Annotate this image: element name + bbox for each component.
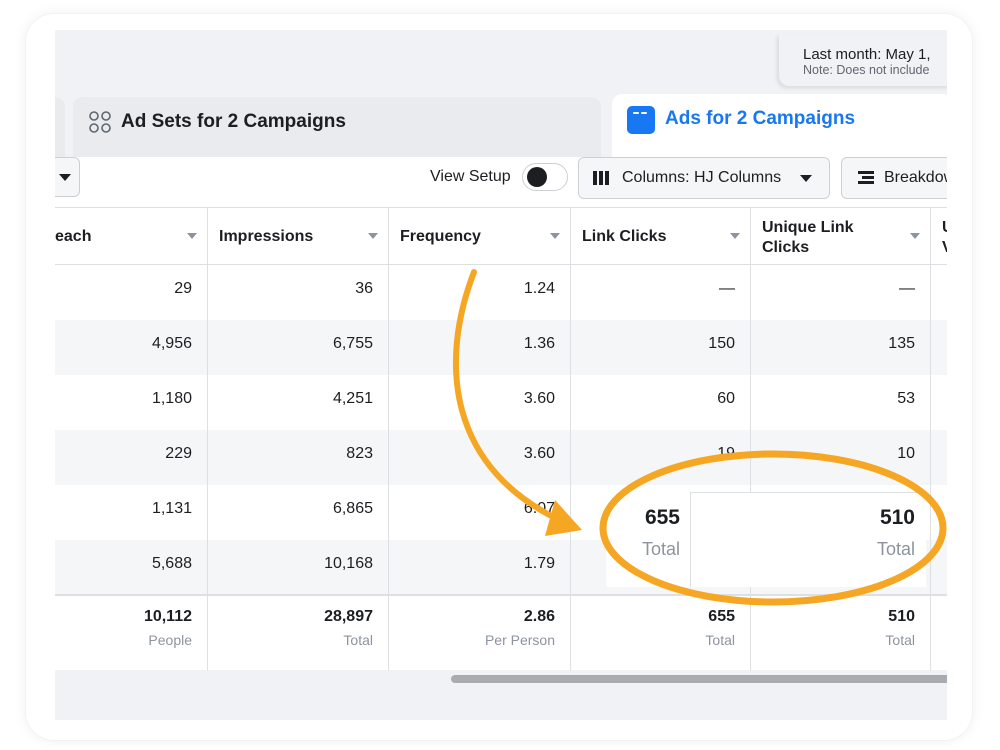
callout-unique-link-clicks-label: Total (876, 539, 915, 559)
table-row[interactable]: 4,956 6,755 1.36 150 135 (55, 320, 947, 375)
cell-impressions: 823 (346, 445, 373, 462)
column-divider (207, 208, 208, 671)
cell-frequency: 6.07 (523, 500, 555, 517)
cell-unique-link-clicks: 53 (897, 390, 915, 407)
table-row[interactable]: 5,688 10,168 1.79 (55, 540, 947, 595)
column-header-reach[interactable]: each (55, 208, 207, 265)
total-impressions-value: 28,897 (324, 608, 373, 625)
table-row[interactable]: 229 823 3.60 19 10 (55, 430, 947, 485)
column-header-frequency[interactable]: Frequency (388, 208, 570, 265)
totals-divider (55, 594, 947, 596)
view-setup-label: View Setup (430, 168, 511, 185)
total-reach-value: 10,112 (143, 608, 192, 625)
cell-frequency: 1.24 (523, 280, 555, 297)
cell-impressions: 4,251 (332, 390, 373, 407)
totals-zoom-callout: 655 Total 510 Total (606, 492, 926, 587)
column-header-label: U V (942, 218, 947, 258)
date-range-label: Last month: May 1, (803, 46, 931, 63)
column-header-label: Link Clicks (582, 228, 667, 245)
cell-frequency: 1.36 (523, 335, 555, 352)
ads-icon (627, 106, 655, 134)
cell-reach: 29 (174, 280, 192, 297)
column-header-label: Impressions (219, 228, 314, 245)
cell-reach: 1,180 (151, 390, 192, 407)
actions-dropdown[interactable] (55, 157, 80, 197)
cell-impressions: 6,865 (332, 500, 373, 517)
ad-sets-icon (89, 111, 111, 133)
table-row[interactable]: 29 36 1.24 — — (55, 265, 947, 320)
breakdown-label: Breakdow (884, 169, 947, 186)
cell-impressions: 36 (355, 280, 373, 297)
cell-reach: 4,956 (151, 335, 192, 352)
cell-reach: 5,688 (151, 555, 192, 572)
column-header-impressions[interactable]: Impressions (207, 208, 388, 265)
cell-impressions: 10,168 (324, 555, 373, 572)
cell-link-clicks: 19 (717, 445, 735, 462)
sort-caret-icon[interactable] (368, 233, 378, 239)
column-divider (750, 208, 751, 671)
tab-campaigns[interactable] (55, 97, 65, 157)
view-setup-toggle[interactable] (522, 163, 568, 191)
ads-table: each Impressions Frequency Link Clicks U… (55, 207, 947, 671)
table-row[interactable]: 1,180 4,251 3.60 60 53 (55, 375, 947, 430)
columns-label: Columns: HJ Columns (622, 169, 782, 186)
callout-link-clicks-label: Total (641, 539, 680, 559)
sort-caret-icon[interactable] (187, 233, 197, 239)
date-range-picker[interactable]: Last month: May 1, Note: Does not includ… (779, 34, 947, 86)
column-header-label: Unique Link Clicks (762, 219, 854, 256)
tab-ad-sets[interactable]: Ad Sets for 2 Campaigns (73, 97, 601, 157)
total-frequency-label: Per Person (484, 632, 555, 648)
date-range-note: Note: Does not include (803, 63, 930, 77)
sort-caret-icon[interactable] (910, 233, 920, 239)
total-link-clicks-value: 655 (708, 608, 735, 625)
tab-ads[interactable]: Ads for 2 Campaigns (612, 94, 947, 157)
column-divider (388, 208, 389, 671)
cell-unique-link-clicks: 135 (888, 335, 915, 352)
columns-icon (593, 171, 611, 185)
column-divider (930, 208, 931, 671)
sort-caret-icon[interactable] (550, 233, 560, 239)
total-impressions-label: Total (343, 632, 373, 648)
caret-down-icon (800, 175, 812, 182)
callout-border (690, 492, 926, 493)
cell-link-clicks: — (719, 280, 735, 297)
tab-ads-label: Ads for 2 Campaigns (665, 108, 856, 129)
cell-reach: 1,131 (151, 500, 192, 517)
column-header-next[interactable]: U V (930, 208, 947, 265)
cell-link-clicks: 60 (717, 390, 735, 407)
columns-button[interactable]: Columns: HJ Columns (578, 157, 830, 199)
caret-down-icon (59, 174, 71, 181)
cell-unique-link-clicks: 10 (897, 445, 915, 462)
total-unique-link-clicks-value: 510 (888, 608, 915, 625)
column-header-unique-link-clicks[interactable]: Unique Link Clicks (750, 208, 930, 265)
callout-divider (690, 492, 691, 587)
cell-frequency: 3.60 (523, 445, 555, 462)
toolbar: View Setup Columns: HJ Columns Breakdow (55, 157, 947, 212)
horizontal-scrollbar[interactable] (451, 675, 947, 683)
tab-ad-sets-label: Ad Sets for 2 Campaigns (121, 111, 346, 132)
ads-manager-view: Last month: May 1, Note: Does not includ… (55, 30, 947, 720)
column-header-label: Frequency (400, 228, 481, 245)
cell-impressions: 6,755 (332, 335, 373, 352)
callout-unique-link-clicks-value: 510 (879, 506, 915, 529)
cell-reach: 229 (165, 445, 192, 462)
column-header-link-clicks[interactable]: Link Clicks (570, 208, 750, 265)
breakdown-icon (858, 171, 876, 185)
total-reach-label: People (148, 632, 192, 648)
total-frequency-value: 2.86 (523, 608, 555, 625)
cell-frequency: 1.79 (523, 555, 555, 572)
cell-frequency: 3.60 (523, 390, 555, 407)
column-header-label: each (55, 228, 92, 245)
cell-link-clicks: 150 (708, 335, 735, 352)
total-link-clicks-label: Total (705, 632, 735, 648)
callout-link-clicks-value: 655 (644, 506, 680, 529)
breakdown-button[interactable]: Breakdow (841, 157, 947, 199)
sort-caret-icon[interactable] (730, 233, 740, 239)
cell-unique-link-clicks: — (899, 280, 915, 297)
total-unique-link-clicks-label: Total (885, 632, 915, 648)
